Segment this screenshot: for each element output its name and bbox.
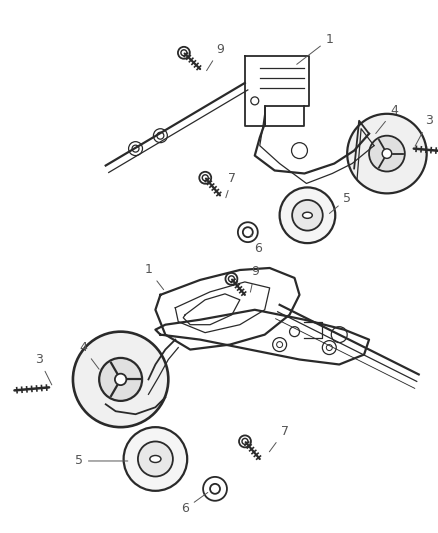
Circle shape <box>225 273 237 285</box>
Circle shape <box>237 222 257 242</box>
Circle shape <box>153 129 167 143</box>
Circle shape <box>279 188 335 243</box>
Circle shape <box>291 200 322 231</box>
Text: 6: 6 <box>181 492 207 515</box>
Circle shape <box>199 172 211 184</box>
Text: 1: 1 <box>144 263 163 289</box>
Text: 5: 5 <box>75 455 127 467</box>
Circle shape <box>124 427 187 491</box>
Circle shape <box>115 374 126 385</box>
Circle shape <box>138 441 173 477</box>
Circle shape <box>289 327 299 337</box>
Circle shape <box>272 337 286 352</box>
Circle shape <box>321 341 336 354</box>
Circle shape <box>73 332 168 427</box>
Circle shape <box>331 327 346 343</box>
Ellipse shape <box>149 456 161 463</box>
Circle shape <box>346 114 426 193</box>
Circle shape <box>128 142 142 156</box>
Text: 9: 9 <box>206 43 223 71</box>
Text: 4: 4 <box>79 341 99 369</box>
Circle shape <box>99 358 142 401</box>
Text: 1: 1 <box>296 33 332 64</box>
Text: 6: 6 <box>251 235 261 255</box>
Text: 7: 7 <box>225 172 235 198</box>
Circle shape <box>203 477 226 501</box>
Circle shape <box>368 136 404 172</box>
Circle shape <box>381 149 391 158</box>
Text: 4: 4 <box>375 104 397 134</box>
Ellipse shape <box>302 212 311 219</box>
Text: 5: 5 <box>328 192 350 214</box>
Text: 3: 3 <box>414 114 431 146</box>
Circle shape <box>238 435 251 447</box>
Text: 7: 7 <box>269 425 288 452</box>
Circle shape <box>177 47 189 59</box>
Text: 9: 9 <box>250 265 258 292</box>
Text: 3: 3 <box>35 353 52 385</box>
